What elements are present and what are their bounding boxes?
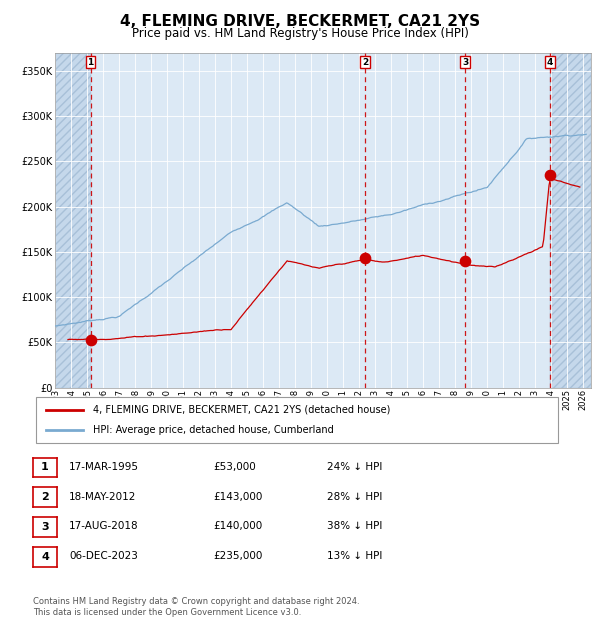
Text: 18-MAY-2012: 18-MAY-2012: [69, 492, 136, 502]
Text: 28% ↓ HPI: 28% ↓ HPI: [327, 492, 382, 502]
Text: 17-AUG-2018: 17-AUG-2018: [69, 521, 139, 531]
Text: 1: 1: [88, 58, 94, 67]
Text: £140,000: £140,000: [213, 521, 262, 531]
Text: 4: 4: [41, 552, 49, 562]
Text: 4: 4: [547, 58, 553, 67]
Text: 06-DEC-2023: 06-DEC-2023: [69, 551, 138, 561]
Point: [361, 253, 370, 263]
Text: 2: 2: [41, 492, 49, 502]
Text: 2: 2: [362, 58, 368, 67]
Bar: [550, 53, 591, 388]
Text: 13% ↓ HPI: 13% ↓ HPI: [327, 551, 382, 561]
Text: £53,000: £53,000: [213, 462, 256, 472]
Text: 3: 3: [41, 522, 49, 532]
Text: 3: 3: [462, 58, 468, 67]
Text: 38% ↓ HPI: 38% ↓ HPI: [327, 521, 382, 531]
Bar: [55, 53, 91, 388]
FancyBboxPatch shape: [36, 397, 558, 443]
Text: 1: 1: [41, 463, 49, 472]
Point: [86, 335, 95, 345]
Text: 17-MAR-1995: 17-MAR-1995: [69, 462, 139, 472]
Text: 24% ↓ HPI: 24% ↓ HPI: [327, 462, 382, 472]
Text: Price paid vs. HM Land Registry's House Price Index (HPI): Price paid vs. HM Land Registry's House …: [131, 27, 469, 40]
Text: 4, FLEMING DRIVE, BECKERMET, CA21 2YS: 4, FLEMING DRIVE, BECKERMET, CA21 2YS: [120, 14, 480, 29]
Text: HPI: Average price, detached house, Cumberland: HPI: Average price, detached house, Cumb…: [94, 425, 334, 435]
Text: £235,000: £235,000: [213, 551, 262, 561]
Text: £143,000: £143,000: [213, 492, 262, 502]
Text: Contains HM Land Registry data © Crown copyright and database right 2024.
This d: Contains HM Land Registry data © Crown c…: [33, 598, 359, 617]
Point: [545, 170, 554, 180]
Point: [460, 256, 470, 266]
Text: 4, FLEMING DRIVE, BECKERMET, CA21 2YS (detached house): 4, FLEMING DRIVE, BECKERMET, CA21 2YS (d…: [94, 405, 391, 415]
